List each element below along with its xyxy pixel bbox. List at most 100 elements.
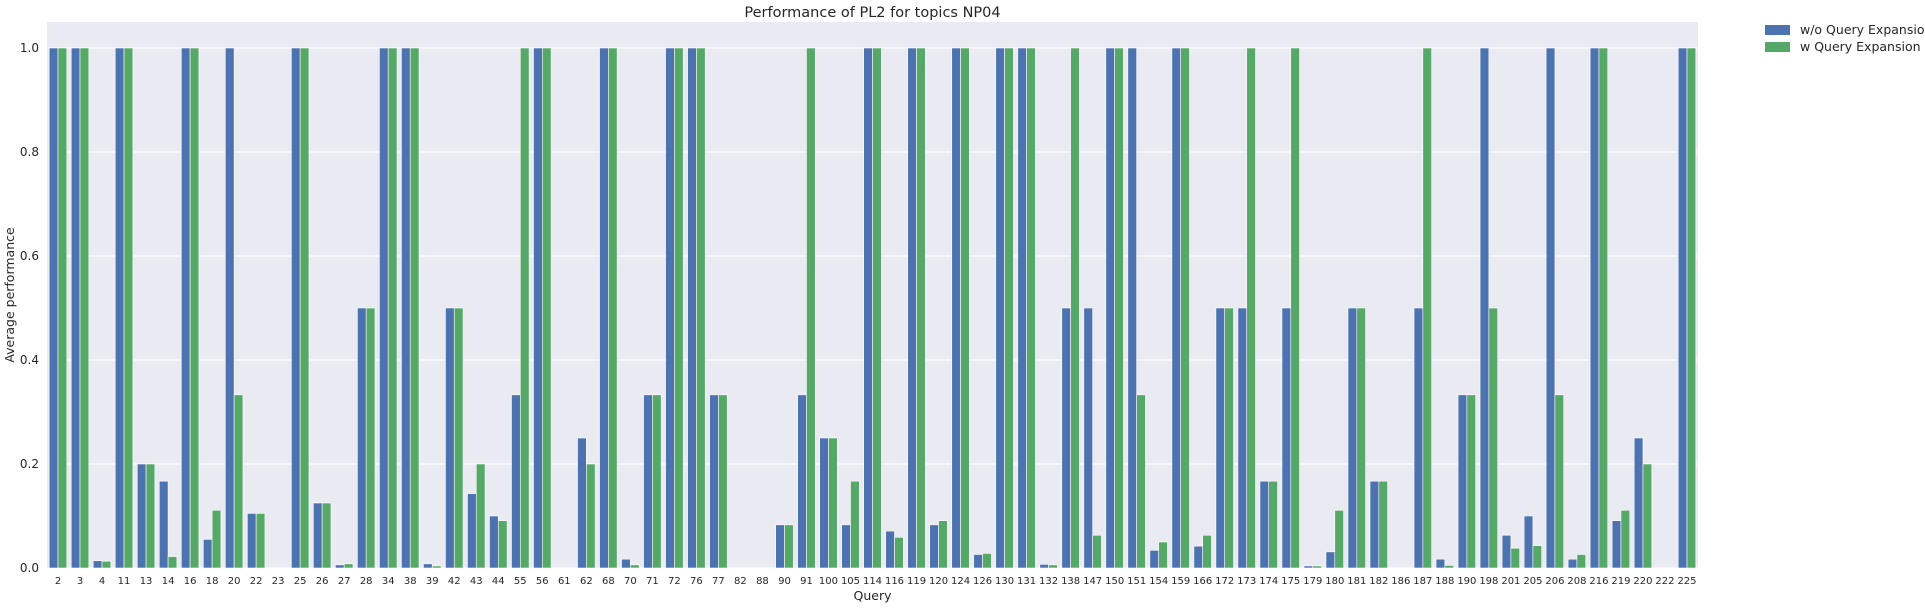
- x-tick-label: 100: [819, 576, 838, 587]
- x-tick-label: 173: [1237, 576, 1256, 587]
- bar-with-expansion-166: [1202, 534, 1212, 569]
- bar-with-expansion-130: [1004, 47, 1014, 569]
- x-tick-label: 205: [1523, 576, 1542, 587]
- x-tick-label: 2: [55, 576, 61, 587]
- bar-with-expansion-220: [1642, 463, 1653, 569]
- bar-with-expansion-39: [431, 565, 442, 569]
- bar-with-expansion-22: [255, 513, 266, 569]
- x-tick-label: 43: [470, 576, 483, 587]
- bar-with-expansion-91: [806, 47, 816, 569]
- bar-without-expansion-179: [1303, 565, 1314, 569]
- bar-with-expansion-25: [299, 47, 310, 569]
- legend-swatch: [1765, 42, 1790, 52]
- bar-without-expansion-100: [819, 437, 829, 569]
- bar-without-expansion-76: [687, 47, 697, 569]
- x-tick-label: 120: [929, 576, 948, 587]
- bar-without-expansion-201: [1501, 534, 1512, 569]
- bar-without-expansion-77: [709, 394, 719, 569]
- bar-without-expansion-175: [1281, 307, 1292, 569]
- bar-without-expansion-44: [489, 515, 499, 569]
- bar-with-expansion-116: [894, 537, 904, 569]
- x-tick-label: 208: [1567, 576, 1586, 587]
- bar-with-expansion-147: [1092, 534, 1102, 569]
- x-tick-label: 132: [1039, 576, 1058, 587]
- x-tick-label: 39: [426, 576, 439, 587]
- bar-without-expansion-174: [1259, 480, 1270, 569]
- bar-without-expansion-219: [1611, 520, 1622, 569]
- y-tick-label: 0.8: [20, 145, 39, 159]
- bar-without-expansion-91: [797, 394, 807, 569]
- bar-without-expansion-20: [225, 47, 235, 569]
- y-tick-label: 0.4: [20, 353, 39, 367]
- bar-without-expansion-105: [841, 524, 851, 569]
- bar-with-expansion-3: [79, 47, 90, 569]
- x-tick-label: 225: [1677, 576, 1696, 587]
- x-tick-label: 114: [863, 576, 882, 587]
- bar-with-expansion-172: [1224, 307, 1234, 569]
- bar-without-expansion-3: [70, 47, 81, 569]
- x-tick-label: 18: [206, 576, 219, 587]
- bar-with-expansion-206: [1554, 394, 1565, 569]
- bar-without-expansion-39: [423, 563, 433, 569]
- x-tick-label: 220: [1633, 576, 1652, 587]
- x-tick-label: 44: [492, 576, 505, 587]
- x-tick-label: 138: [1061, 576, 1080, 587]
- x-tick-label: 82: [734, 576, 747, 587]
- bar-with-expansion-42: [453, 307, 464, 569]
- x-tick-label: 105: [841, 576, 860, 587]
- x-tick-label: 77: [712, 576, 725, 587]
- bar-with-expansion-38: [409, 47, 420, 569]
- bar-with-expansion-188: [1444, 565, 1454, 569]
- x-tick-label: 181: [1347, 576, 1366, 587]
- bar-without-expansion-147: [1083, 307, 1093, 569]
- bar-with-expansion-205: [1532, 545, 1543, 569]
- bar-without-expansion-130: [995, 47, 1005, 569]
- bar-without-expansion-55: [511, 394, 521, 569]
- bar-without-expansion-225: [1677, 47, 1688, 569]
- x-tick-label: 11: [118, 576, 131, 587]
- x-tick-label: 62: [580, 576, 593, 587]
- x-axis-label: Query: [854, 588, 893, 603]
- x-tick-label: 201: [1501, 576, 1520, 587]
- bar-without-expansion-126: [973, 554, 983, 569]
- x-tick-label: 179: [1303, 576, 1322, 587]
- bar-with-expansion-219: [1620, 509, 1631, 569]
- bar-with-expansion-105: [850, 480, 860, 569]
- bar-without-expansion-198: [1479, 47, 1490, 569]
- bar-without-expansion-25: [291, 47, 301, 569]
- bar-with-expansion-72: [674, 47, 684, 569]
- bar-without-expansion-120: [929, 524, 939, 569]
- bar-without-expansion-205: [1523, 515, 1534, 569]
- x-tick-label: 154: [1149, 576, 1168, 587]
- bar-with-expansion-175: [1290, 47, 1300, 569]
- x-tick-label: 34: [382, 576, 395, 587]
- x-tick-label: 166: [1193, 576, 1212, 587]
- bar-without-expansion-131: [1017, 47, 1027, 569]
- bar-without-expansion-216: [1589, 47, 1600, 569]
- chart-title: Performance of PL2 for topics NP04: [744, 5, 1000, 21]
- bar-with-expansion-28: [365, 307, 376, 569]
- x-tick-label: 42: [448, 576, 461, 587]
- x-tick-label: 22: [250, 576, 263, 587]
- x-tick-label: 70: [624, 576, 637, 587]
- bar-without-expansion-13: [136, 463, 147, 569]
- bar-with-expansion-43: [475, 463, 486, 569]
- x-tick-labels: 2 3 4 11 13 14 16 18 20 22 23 25 26 27 28 34 38 39 42 43 44 5…: [55, 576, 1697, 587]
- bar-without-expansion-119: [907, 47, 917, 569]
- bar-with-expansion-26: [321, 502, 332, 569]
- bar-without-expansion-62: [577, 437, 587, 569]
- bar-with-expansion-225: [1686, 47, 1697, 569]
- x-tick-label: 130: [995, 576, 1014, 587]
- bar-with-expansion-132: [1048, 564, 1058, 569]
- bar-without-expansion-190: [1457, 394, 1468, 569]
- x-tick-label: 56: [536, 576, 549, 587]
- x-tick-label: 182: [1369, 576, 1388, 587]
- bar-without-expansion-71: [643, 394, 653, 569]
- x-tick-label: 131: [1017, 576, 1036, 587]
- y-tick-label: 0.2: [20, 457, 39, 471]
- x-tick-label: 71: [646, 576, 659, 587]
- x-tick-label: 151: [1127, 576, 1146, 587]
- bar-without-expansion-187: [1413, 307, 1424, 569]
- legend-swatch: [1765, 25, 1790, 35]
- bar-with-expansion-27: [343, 563, 354, 569]
